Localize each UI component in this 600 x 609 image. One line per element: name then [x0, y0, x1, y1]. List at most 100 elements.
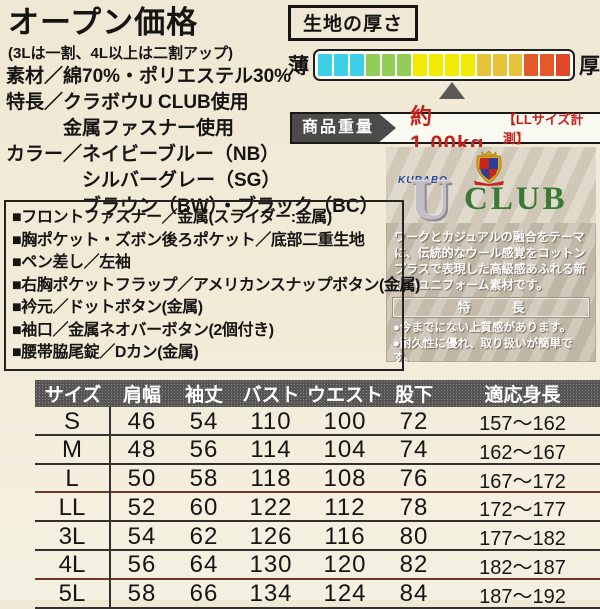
column-header: サイズ — [44, 385, 102, 406]
value-cell: 134 — [249, 580, 293, 608]
detail-line: ■衿元／ドットボタン(金属) — [12, 299, 203, 316]
column-header: ウエスト — [307, 385, 384, 406]
thickness-segment — [429, 54, 443, 76]
thickness-pointer-icon — [439, 82, 466, 99]
table-row: S 46 54 110 100 72 157〜162 — [35, 407, 600, 436]
thickness-segment — [445, 54, 459, 76]
thickness-segment — [460, 54, 475, 76]
thickness-segment — [556, 54, 570, 76]
thickness-gradient-bar — [313, 49, 575, 81]
value-cell: 100 — [323, 407, 367, 435]
value-cell: 66 — [189, 580, 219, 608]
uclub-feature-item: ●耐久性に優れ、取り扱いが簡単です。 — [393, 337, 573, 363]
size-cell: S — [35, 407, 111, 436]
value-cell: 126 — [249, 522, 293, 550]
value-cell: 104 — [323, 436, 367, 464]
value-cell: 56 — [189, 436, 219, 464]
uclub-feature-list: ●今までにない上質感があります。 ●耐久性に優れ、取り扱いが簡単です。 ●伝統的… — [386, 320, 596, 362]
value-cell: 84 — [399, 580, 429, 608]
price-block: オープン価格 (3Lは一割、4L以上は二割アップ) — [8, 5, 234, 63]
uclub-description: ワークとカジュアルの融合をテーマに、伝統的なウール感覚をコットンプラスで表現した… — [394, 230, 586, 292]
thin-label: 薄 — [288, 55, 309, 78]
thickness-segment — [508, 54, 523, 76]
value-cell: 52 — [127, 493, 157, 521]
value-cell: 80 — [399, 522, 429, 550]
thickness-segment — [318, 54, 332, 76]
thickness-segment — [381, 54, 396, 76]
price-title: オープン価格 — [8, 5, 199, 40]
value-cell: 122 — [249, 493, 293, 521]
column-header: 適応身長 — [484, 385, 561, 406]
column-header: 肩幅 — [122, 385, 161, 406]
thickness-segment — [540, 54, 555, 76]
range-cell: 172〜177 — [479, 499, 566, 522]
value-cell: 130 — [249, 551, 293, 579]
uclub-logo-club: CLUB — [464, 181, 568, 217]
uclub-brand-panel: KURABO U CLUB ワークとカジュアルの融合をテーマに、伝統的なウール感… — [386, 147, 596, 362]
size-table-body: S 46 54 110 100 72 157〜162 M 48 56 114 1… — [35, 407, 600, 609]
column-header: 袖丈 — [184, 385, 223, 406]
value-cell: 46 — [127, 407, 157, 435]
column-header: バスト — [242, 385, 300, 406]
uclub-crest-icon — [474, 150, 504, 186]
table-row: 5L 58 66 134 124 84 187〜192 — [35, 579, 600, 609]
range-cell: 177〜182 — [479, 528, 566, 551]
detail-line: ■ペン差し／左袖 — [12, 254, 131, 271]
uclub-feature-item: ●今までにない上質感があります。 — [393, 322, 572, 334]
product-weight-label: 商品重量 — [292, 114, 397, 142]
thickness-segment — [524, 54, 539, 76]
range-cell: 187〜192 — [479, 585, 566, 608]
table-row: L 50 58 118 108 76 167〜172 — [35, 464, 600, 494]
value-cell: 74 — [399, 436, 429, 464]
value-cell: 78 — [399, 493, 429, 521]
range-cell: 162〜167 — [479, 441, 566, 464]
value-cell: 48 — [127, 436, 157, 464]
price-note: (3Lは一割、4L以上は二割アップ) — [8, 45, 234, 63]
thickness-segment — [397, 54, 412, 76]
spec-line-feature-2: 金属ファスナー使用 — [6, 118, 235, 139]
spec-line-feature: 特長／クラボウU CLUB使用 — [6, 92, 249, 113]
size-cell: 5L — [35, 579, 111, 609]
value-cell: 110 — [250, 407, 292, 435]
product-weight-note: 【LLサイズ計測】 — [502, 112, 584, 146]
value-cell: 54 — [189, 407, 219, 435]
value-cell: 124 — [323, 580, 367, 608]
value-cell: 82 — [399, 551, 429, 579]
value-cell: 114 — [250, 436, 292, 464]
value-cell: 118 — [250, 465, 292, 493]
size-cell: M — [35, 435, 111, 465]
uclub-logo-area: KURABO U CLUB — [386, 147, 596, 232]
value-cell: 120 — [323, 551, 367, 579]
uclub-logo-u: U — [410, 167, 452, 232]
spec-line-color: カラー／ネイビーブルー（NB） — [6, 144, 280, 165]
detail-line: ■腰帯脇尾錠／Dカン(金属) — [12, 344, 199, 361]
spec-line-color-2: シルバーグレー（SG） — [6, 170, 281, 191]
value-cell: 54 — [127, 522, 157, 550]
value-cell: 56 — [127, 551, 157, 579]
detail-line: ■フロントファスナー／金属(スライダー:金属) — [12, 209, 332, 226]
table-row: 4L 56 64 130 120 82 182〜187 — [35, 550, 600, 580]
value-cell: 64 — [189, 551, 219, 579]
size-table: サイズ 肩幅 袖丈 バスト ウエスト 股下 適応身長 S 46 54 110 1… — [35, 380, 600, 609]
value-cell: 116 — [324, 522, 366, 550]
size-table-header: サイズ 肩幅 袖丈 バスト ウエスト 股下 適応身長 — [35, 380, 600, 407]
detail-line: ■胸ポケット・ズボン後ろポケット／底部二重生地 — [12, 231, 365, 249]
value-cell: 112 — [324, 493, 366, 521]
thickness-segment — [365, 54, 380, 76]
value-cell: 62 — [189, 522, 219, 550]
uclub-features-title: 特 長 — [393, 298, 589, 317]
thickness-pointer-track — [314, 82, 570, 100]
thickness-segment — [413, 54, 428, 76]
table-row: M 48 56 114 104 74 162〜167 — [35, 435, 600, 465]
product-details-box: ■フロントファスナー／金属(スライダー:金属) ■胸ポケット・ズボン後ろポケット… — [4, 200, 421, 371]
spec-list: 素材／綿70%・ポリエステル30% 特長／クラボウU CLUB使用 金属ファスナ… — [6, 64, 379, 220]
detail-line: ■右胸ポケットフラップ／アメリカンスナップボタン(金属) — [12, 276, 421, 294]
size-cell: 3L — [35, 522, 111, 552]
detail-line: ■袖口／金属ネオバーボタン(2個付き) — [12, 321, 274, 339]
table-row: 3L 54 62 126 116 80 177〜182 — [35, 522, 600, 552]
range-cell: 182〜187 — [479, 556, 566, 579]
thickness-segment — [333, 54, 348, 76]
range-cell: 157〜162 — [479, 413, 566, 435]
thickness-scale: 薄 厚 — [288, 49, 600, 81]
